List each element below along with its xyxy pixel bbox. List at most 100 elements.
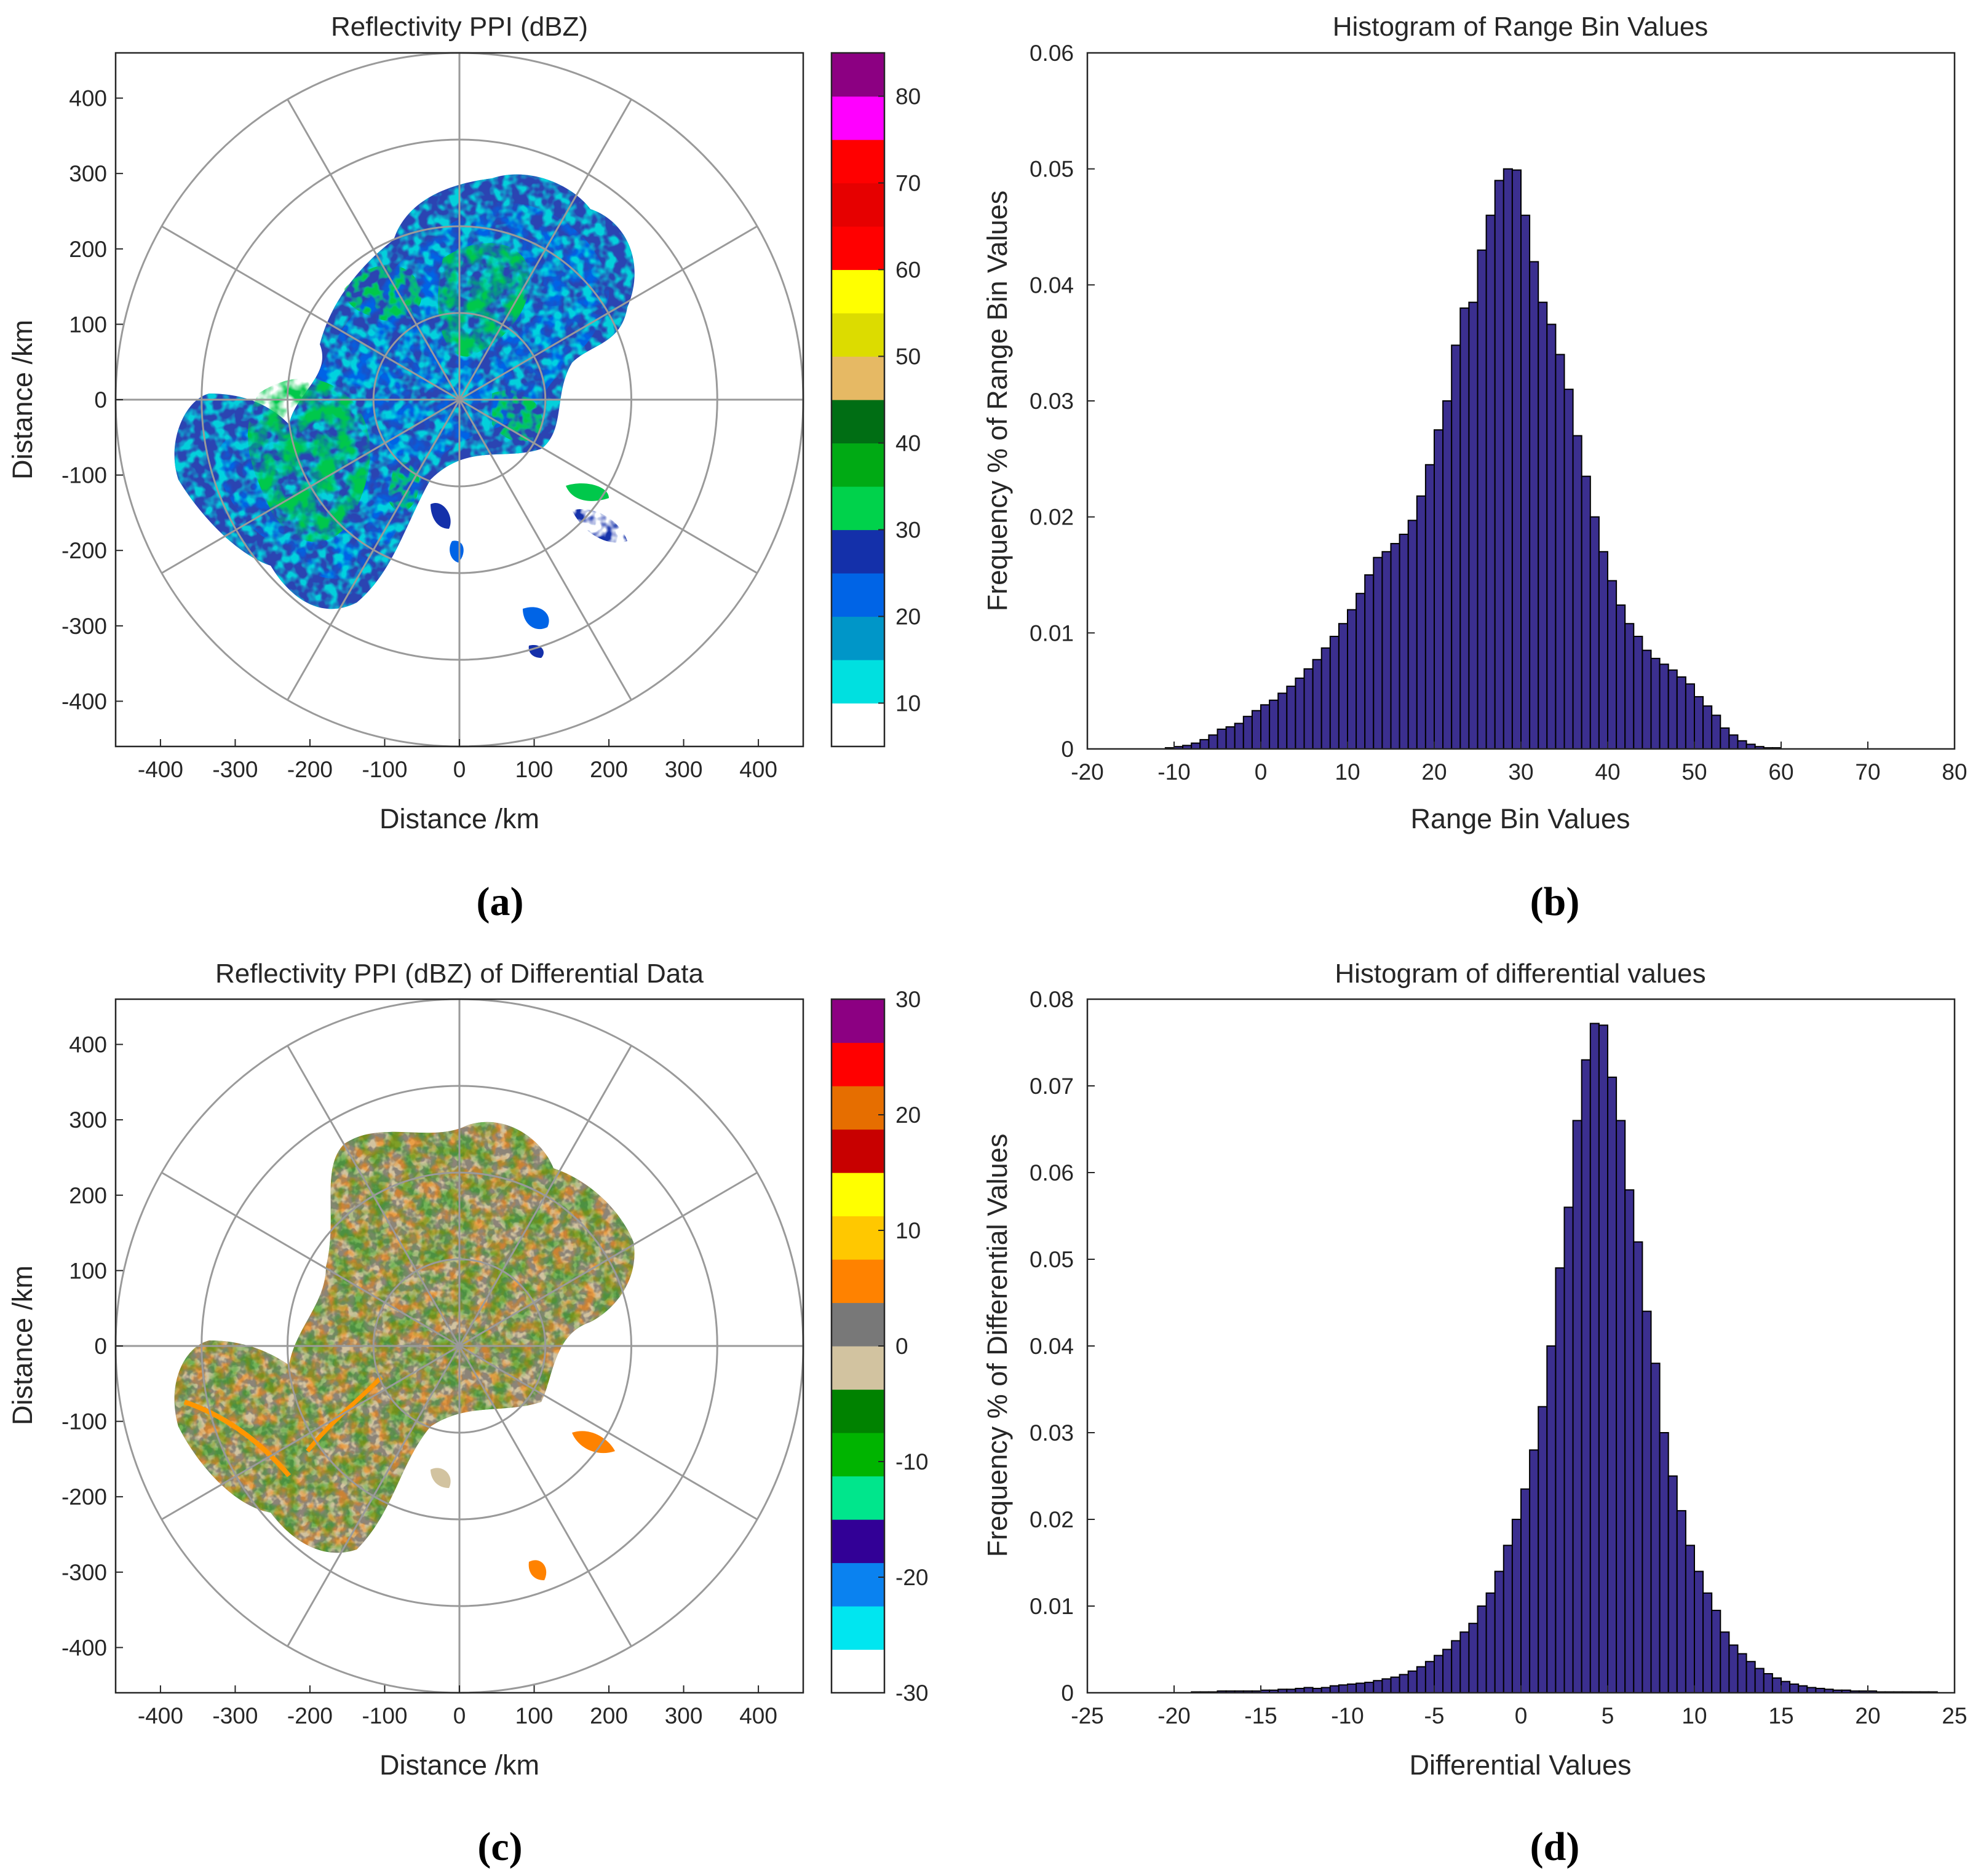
panel-c-ytick-label: 100 [69,1258,107,1283]
panel-d-ticks: -25 -20 -15 -10 -5 0 5 10 15 20 25 0 0.01 0.02 0.03 0.0… [1030,987,1967,1728]
panel-b-ytick-label: 0.06 [1030,41,1074,66]
panel-b-bar [1563,389,1574,750]
panel-a-ylabel: Distance /km [7,320,38,480]
panel-c-ytick-label: 300 [69,1107,107,1133]
panel-a-colorbar-swatch [832,400,884,444]
panel-c-colorbar-label: -20 [895,1565,928,1590]
panel-b-ticks: -20 -10 0 10 20 30 40 50 60 70 80 0 0.01 0.02 0.03 0.04… [1030,41,1967,785]
panel-c-ytick-label: 200 [69,1183,107,1208]
panel-a-colorbar-swatch [832,356,884,400]
panel-d-bar [1434,1655,1444,1694]
panel-c-ytick-label: -100 [62,1409,107,1435]
panel-d-bar [1745,1661,1756,1693]
panel-d-caption: (d) [1530,1824,1580,1869]
panel-c-colorbar-swatch [832,1389,884,1433]
panel-a-azimuth-spoke [458,399,632,701]
panel-b-bar [1225,726,1236,750]
panel-b-bars [1164,168,1782,750]
panel-d-bar [1676,1510,1686,1693]
panel-d-xlabel: Differential Values [1409,1749,1631,1781]
panel-b-bar [1694,696,1704,750]
panel-c-caption: (c) [477,1824,522,1869]
panel-c-azimuth-spoke [458,1345,632,1647]
panel-a-xtick-label: 100 [515,757,554,782]
panel-c-ytick-label: -400 [62,1635,107,1660]
panel-a-colorbar-swatch [832,269,884,314]
panel-a-echo-field [174,174,635,658]
panel-b-bar [1338,623,1348,750]
panel-c-azimuth-spoke [458,1045,632,1347]
panel-d-bar [1685,1545,1695,1694]
panel-d-ytick-label: 0.08 [1030,987,1074,1012]
panel-d-xtick-label: -20 [1157,1703,1190,1728]
panel-b-bar [1659,663,1669,750]
panel-a-colorbar-swatch [832,226,884,271]
panel-a-colorbar-label: 10 [895,691,921,716]
panel-d-bar [1616,1120,1626,1693]
panel-d-bar [1771,1677,1782,1694]
panel-a-xtick-label: 300 [665,757,703,782]
panel-b-xlabel: Range Bin Values [1411,803,1630,834]
panel-b-bar [1320,647,1331,750]
panel-c-xtick-label: 100 [515,1703,554,1728]
panel-b-bar [1373,556,1383,750]
panel-a-xtick-label: 200 [590,757,628,782]
panel-d-bar [1407,1670,1418,1693]
panel-c-xtick-label: 200 [590,1703,628,1728]
panel-d-bar [1356,1682,1366,1693]
panel-b-bar [1720,727,1730,750]
panel-b-xtick-label: 20 [1421,759,1447,785]
panel-b-bar [1191,742,1201,750]
panel-d-xtick-label: -5 [1424,1703,1445,1728]
panel-c-colorbar-label: 10 [895,1218,921,1243]
panel-a-ytick-label: 0 [94,387,107,413]
panel-b-bar [1407,520,1418,750]
panel-d-bar [1503,1545,1513,1694]
panel-c-colorbar-swatch [832,999,884,1043]
panel-c-xtick-label: 300 [665,1703,703,1728]
panel-c-colorbar-swatch [832,1606,884,1650]
panel-d-bar [1520,1488,1531,1693]
panel-c-colorbar-label: 20 [895,1102,921,1128]
panel-b-xtick-label: 10 [1335,759,1360,785]
panel-c-colorbar-swatch [832,1649,884,1693]
panel-c-colorbar-swatch [832,1476,884,1520]
panel-a-azimuth-spoke [161,225,460,401]
panel-d-bar [1477,1605,1487,1693]
panel-c-colorbar-swatch [832,1129,884,1173]
panel-d-bar [1659,1432,1669,1693]
panel-b-bar [1598,551,1608,750]
panel-a-colorbar: 10 20 30 40 50 60 70 80 [830,52,921,748]
panel-d-ytick-label: 0.07 [1030,1074,1074,1099]
panel-b-bar [1589,516,1600,750]
panel-d-bar [1624,1189,1635,1693]
panel-b-bar [1737,740,1747,750]
panel-d-bar [1798,1685,1808,1693]
panel-d-bar [1442,1648,1453,1693]
panel-a-colorbar-swatch [832,313,884,357]
panel-b-bar [1728,734,1739,750]
panel-b-ytick-label: 0.02 [1030,505,1074,530]
panel-b-bar [1468,301,1479,750]
panel-c-azimuth-spoke [459,1345,758,1521]
panel-a-colorbar-label: 80 [895,84,921,109]
panel-a-azimuth-spoke [458,98,632,400]
panel-c-title: Reflectivity PPI (dBZ) of Differential D… [215,959,704,989]
panel-c-xtick-label: -200 [287,1703,333,1728]
panel-b-bar [1676,676,1686,750]
panel-d-bar [1728,1644,1739,1693]
panel-d-bar [1338,1684,1348,1694]
panel-b-bar [1477,249,1487,750]
panel-a-colorbar-swatch [832,616,884,660]
panel-c-colorbar-swatch [832,1216,884,1260]
panel-a-xtick-label: -100 [362,757,407,782]
panel-c-colorbar-swatch [832,1086,884,1130]
panel-c-azimuth-spoke [161,1171,460,1347]
panel-d-bar [1754,1668,1765,1694]
panel-c-azimuth-spoke [459,1171,758,1347]
panel-d-ytick-label: 0.03 [1030,1420,1074,1446]
panel-b-bar [1329,635,1340,750]
panel-b-ytick-label: 0.03 [1030,389,1074,414]
panel-b-bar [1511,169,1522,750]
panel-c-azimuth-spoke [287,1345,461,1647]
